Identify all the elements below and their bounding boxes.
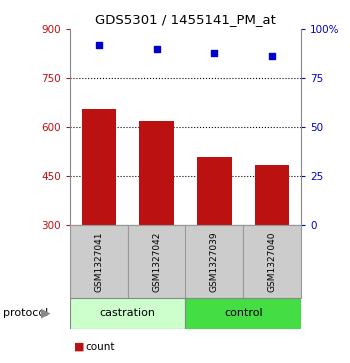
Bar <box>70 298 186 329</box>
Bar <box>243 225 301 298</box>
Bar <box>82 109 116 225</box>
Text: castration: castration <box>100 308 156 318</box>
Point <box>211 50 217 56</box>
Text: ▶: ▶ <box>41 307 50 319</box>
Text: protocol: protocol <box>4 308 49 318</box>
Text: count: count <box>86 342 115 352</box>
Text: GSM1327041: GSM1327041 <box>94 231 103 291</box>
Bar <box>139 121 174 225</box>
Bar <box>70 225 128 298</box>
Text: control: control <box>224 308 262 318</box>
Bar <box>255 165 289 225</box>
Point <box>154 46 160 52</box>
Bar <box>128 225 186 298</box>
Text: GSM1327042: GSM1327042 <box>152 231 161 291</box>
Bar <box>186 225 243 298</box>
Point <box>96 42 101 48</box>
Title: GDS5301 / 1455141_PM_at: GDS5301 / 1455141_PM_at <box>95 13 276 26</box>
Bar <box>186 298 301 329</box>
Text: GSM1327040: GSM1327040 <box>268 231 276 291</box>
Text: ■: ■ <box>74 342 84 352</box>
Bar <box>197 157 232 225</box>
Point <box>269 54 275 60</box>
Text: GSM1327039: GSM1327039 <box>210 231 219 292</box>
